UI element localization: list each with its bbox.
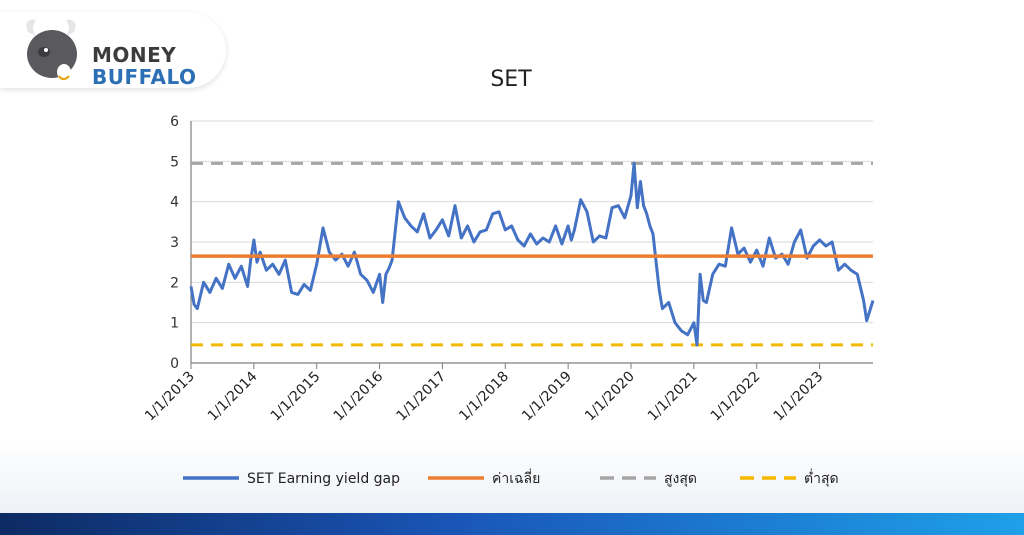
x-tick-label: 1/1/2017 — [393, 369, 449, 425]
x-tick-label: 1/1/2016 — [331, 368, 387, 424]
brand-line-1: MONEY — [92, 43, 177, 67]
x-tick-label: 1/1/2014 — [205, 368, 261, 424]
gridlines — [190, 120, 873, 364]
x-tick-label: 1/1/2022 — [708, 369, 764, 425]
y-tick-label: 2 — [170, 275, 179, 291]
legend-label: SET Earning yield gap — [247, 471, 400, 487]
brand-wordmark: MONEY BUFFALO — [92, 44, 197, 88]
x-tick-label: 1/1/2023 — [771, 369, 827, 425]
x-tick-label: 1/1/2013 — [142, 369, 198, 425]
footer-bar — [0, 513, 1024, 535]
legend-label: ค่าเฉลี่ย — [492, 469, 540, 487]
legend-label: ต่ำสุด — [804, 469, 839, 487]
footer-fade — [0, 441, 1024, 513]
y-tick-label: 5 — [170, 154, 179, 170]
x-tick-label: 1/1/2015 — [268, 369, 324, 425]
brand-line-2: BUFFALO — [92, 65, 197, 89]
x-tick-label: 1/1/2018 — [456, 369, 512, 425]
y-axis-ticks: 0 1 2 3 4 5 6 — [170, 114, 179, 372]
legend-label: สูงสุด — [664, 471, 697, 487]
logo-badge[interactable]: MONEY BUFFALO — [0, 12, 226, 88]
y-tick-label: 0 — [170, 356, 179, 372]
x-tick-label: 1/1/2020 — [582, 369, 638, 425]
x-tick-label: 1/1/2019 — [519, 369, 575, 425]
series-lines — [189, 161, 875, 347]
y-tick-label: 4 — [170, 195, 179, 211]
x-axis-ticks: 1/1/2013 1/1/2014 1/1/2015 1/1/2016 1/1/2017… — [142, 363, 826, 424]
y-tick-label: 6 — [170, 114, 179, 130]
x-tick-label: 1/1/2021 — [645, 369, 701, 425]
legend: SET Earning yield gap ค่าเฉลี่ย สูงสุด ต่ำส… — [183, 469, 839, 487]
reference-lines — [191, 161, 873, 347]
y-tick-label: 3 — [170, 235, 179, 251]
buffalo-icon — [26, 19, 77, 80]
y-tick-label: 1 — [170, 316, 179, 332]
series-earning-yield-gap — [189, 161, 875, 347]
chart-title: SET — [490, 67, 532, 92]
